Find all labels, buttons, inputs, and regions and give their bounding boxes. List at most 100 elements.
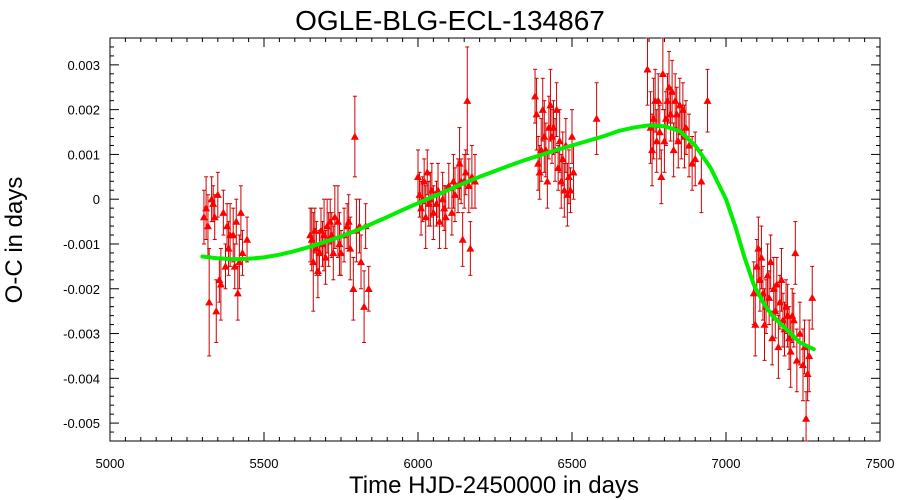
data-point bbox=[540, 132, 549, 140]
data-point bbox=[219, 208, 228, 216]
data-point bbox=[792, 356, 801, 364]
data-point bbox=[777, 275, 786, 283]
data-point bbox=[531, 92, 540, 100]
data-point bbox=[808, 293, 817, 301]
data-point bbox=[440, 204, 449, 212]
data-point bbox=[312, 244, 321, 252]
data-point bbox=[751, 320, 760, 328]
data-point bbox=[449, 177, 458, 185]
data-point bbox=[320, 231, 329, 239]
data-point bbox=[450, 190, 459, 198]
data-point bbox=[432, 199, 441, 207]
y-tick-label: -0.004 bbox=[63, 371, 100, 386]
data-point bbox=[224, 244, 233, 252]
data-point bbox=[755, 275, 764, 283]
y-tick-label: -0.001 bbox=[63, 237, 100, 252]
data-point bbox=[749, 289, 758, 297]
data-point bbox=[772, 280, 781, 288]
data-point bbox=[668, 87, 677, 95]
x-tick-label: 6500 bbox=[558, 456, 587, 471]
y-tick-label: -0.003 bbox=[63, 327, 100, 342]
data-point bbox=[663, 96, 672, 104]
data-point bbox=[785, 334, 794, 342]
data-point bbox=[423, 168, 432, 176]
data-point bbox=[438, 195, 447, 203]
data-point bbox=[554, 163, 563, 172]
x-tick-label: 7000 bbox=[712, 456, 741, 471]
data-point bbox=[216, 280, 225, 288]
data-point bbox=[235, 257, 244, 266]
data-point bbox=[655, 128, 664, 136]
x-tick-labels: 5000 5500 6000 6500 7000 7500 bbox=[96, 456, 895, 471]
y-tick-label: -0.002 bbox=[63, 282, 100, 297]
axis-ticks bbox=[109, 37, 881, 442]
data-point bbox=[233, 289, 242, 297]
data-point bbox=[786, 347, 795, 355]
data-point bbox=[665, 83, 674, 91]
data-point bbox=[360, 302, 369, 310]
data-point bbox=[674, 136, 683, 145]
plot-border bbox=[109, 37, 881, 442]
data-point bbox=[703, 96, 712, 104]
x-tick-label: 5500 bbox=[250, 456, 279, 471]
data-point bbox=[210, 213, 219, 221]
data-point bbox=[652, 136, 661, 145]
data-point bbox=[782, 302, 791, 310]
data-point bbox=[429, 208, 438, 216]
data-point bbox=[566, 186, 575, 194]
data-point bbox=[310, 226, 319, 234]
data-point bbox=[236, 208, 245, 216]
data-point bbox=[654, 96, 663, 104]
data-point bbox=[802, 414, 811, 422]
data-point bbox=[592, 114, 601, 122]
data-point bbox=[765, 293, 774, 301]
data-point bbox=[547, 132, 556, 140]
data-point bbox=[558, 154, 567, 163]
data-point bbox=[789, 316, 798, 324]
data-point bbox=[760, 320, 769, 328]
data-point bbox=[666, 110, 675, 118]
data-point bbox=[326, 217, 335, 225]
data-point bbox=[203, 222, 212, 230]
data-point bbox=[466, 244, 475, 252]
data-point bbox=[349, 284, 358, 292]
data-point bbox=[223, 222, 232, 230]
data-point bbox=[346, 244, 355, 252]
data-point bbox=[648, 145, 657, 154]
data-point bbox=[805, 351, 814, 360]
data-point bbox=[569, 168, 578, 176]
data-point bbox=[763, 271, 772, 279]
data-point bbox=[447, 208, 456, 216]
data-point bbox=[688, 159, 697, 167]
data-points bbox=[199, 65, 817, 422]
data-point bbox=[330, 213, 339, 221]
y-tick-label: 0.003 bbox=[67, 58, 100, 73]
data-point bbox=[421, 213, 430, 221]
data-point bbox=[675, 101, 684, 109]
data-point bbox=[768, 334, 777, 342]
error-bars bbox=[201, 37, 815, 442]
data-point bbox=[335, 239, 344, 248]
data-point bbox=[661, 114, 670, 122]
data-point bbox=[766, 257, 775, 266]
x-axis-label: Time HJD-2450000 in days bbox=[349, 472, 639, 499]
data-point bbox=[230, 262, 239, 270]
data-point bbox=[316, 226, 325, 234]
data-point bbox=[205, 298, 214, 306]
data-point bbox=[238, 248, 247, 257]
data-point bbox=[323, 222, 332, 230]
data-point bbox=[309, 257, 318, 266]
data-point bbox=[769, 284, 778, 292]
data-point bbox=[202, 204, 211, 212]
data-point bbox=[357, 257, 366, 266]
data-point bbox=[549, 123, 558, 131]
data-point bbox=[532, 110, 541, 118]
data-point bbox=[424, 199, 433, 207]
y-tick-label: -0.005 bbox=[63, 416, 100, 431]
data-point bbox=[420, 177, 429, 185]
x-tick-label: 5000 bbox=[96, 456, 125, 471]
data-point bbox=[754, 244, 763, 252]
x-tick-label: 6000 bbox=[404, 456, 433, 471]
data-point bbox=[364, 284, 373, 292]
